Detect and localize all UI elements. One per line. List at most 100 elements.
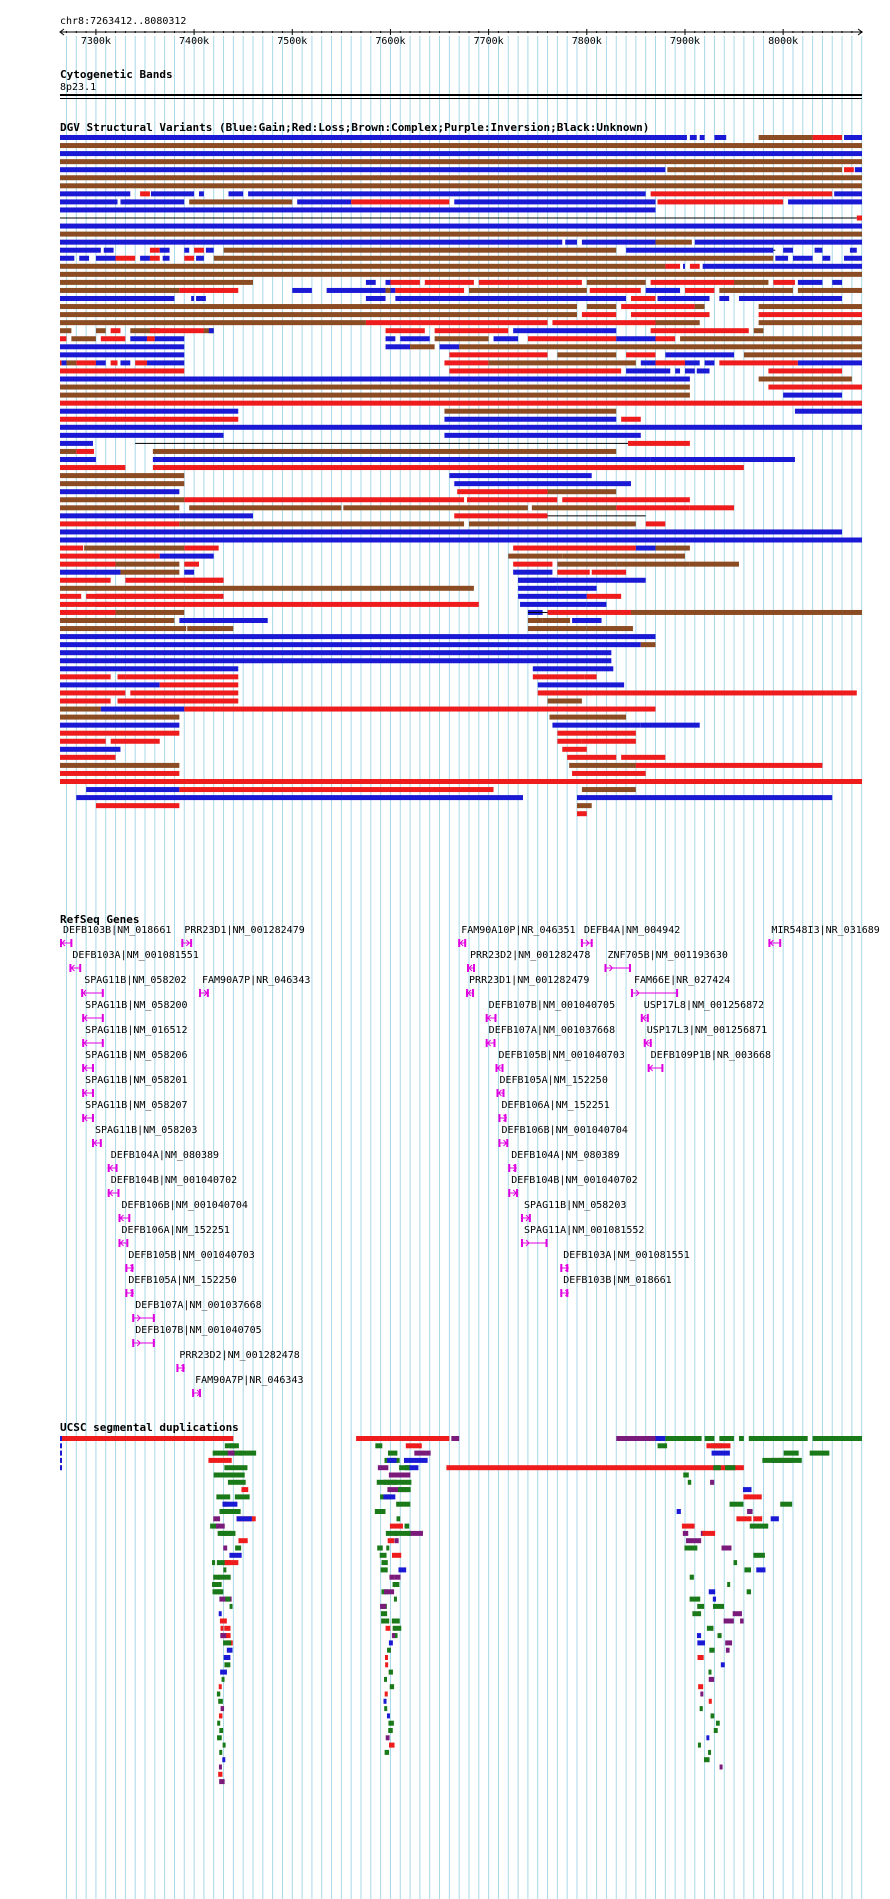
dgv-variant-unknown[interactable]	[527, 611, 548, 613]
dgv-variant-gain[interactable]	[125, 199, 185, 205]
gene-exon[interactable]	[101, 1014, 104, 1022]
gene-exon[interactable]	[82, 1014, 85, 1022]
segdup-feature[interactable]	[387, 1647, 391, 1653]
dgv-variant-loss[interactable]	[125, 577, 224, 583]
segdup-feature[interactable]	[404, 1465, 419, 1471]
segdup-feature[interactable]	[385, 1735, 390, 1741]
segdup-feature[interactable]	[394, 1538, 399, 1544]
dgv-variant-loss[interactable]	[179, 787, 494, 793]
segdup-feature[interactable]	[756, 1567, 766, 1573]
gene-exon[interactable]	[521, 1239, 524, 1247]
dgv-variant-loss[interactable]	[657, 199, 784, 205]
gene-exon[interactable]	[181, 939, 184, 947]
dgv-variant-loss[interactable]	[467, 497, 558, 503]
dgv-variant-gain[interactable]	[844, 135, 862, 140]
dgv-variant-gain[interactable]	[60, 666, 239, 672]
gene-exon[interactable]	[60, 939, 62, 947]
dgv-variant-complex[interactable]	[189, 505, 283, 511]
dgv-variant-gain[interactable]	[60, 344, 185, 350]
gene-label[interactable]: FAM90A10P|NR_046351	[461, 925, 575, 936]
dgv-variant-gain[interactable]	[159, 553, 214, 559]
segdup-feature[interactable]	[732, 1611, 742, 1617]
dgv-variant-gain[interactable]	[365, 279, 376, 285]
segdup-feature[interactable]	[220, 1625, 224, 1631]
dgv-variant-gain[interactable]	[179, 618, 268, 623]
dgv-variant-loss[interactable]	[812, 135, 843, 140]
dgv-variant-gain[interactable]	[120, 360, 131, 366]
segdup-feature[interactable]	[698, 1684, 704, 1690]
dgv-variant-complex[interactable]	[508, 553, 563, 559]
dgv-variant-gain[interactable]	[719, 296, 730, 301]
segdup-feature[interactable]	[60, 1443, 62, 1449]
dgv-variant-loss[interactable]	[542, 690, 857, 696]
dgv-variant-gain[interactable]	[696, 368, 710, 374]
dgv-variant-complex[interactable]	[586, 626, 633, 632]
segdup-feature[interactable]	[753, 1516, 763, 1522]
segdup-feature[interactable]	[717, 1633, 722, 1639]
segdup-feature[interactable]	[60, 1450, 62, 1456]
dgv-variant-gain[interactable]	[689, 135, 697, 140]
gene-label[interactable]: DEFB104A|NM_080389	[111, 1150, 219, 1161]
gene-label[interactable]: USP17L8|NM_001256872	[644, 1000, 764, 1011]
dgv-variant-gain[interactable]	[400, 336, 430, 342]
dgv-variant-complex[interactable]	[734, 279, 769, 285]
segdup-feature[interactable]	[706, 1735, 710, 1741]
dgv-variant-gain[interactable]	[395, 296, 415, 301]
dgv-variant-loss[interactable]	[655, 360, 685, 366]
dgv-variant-complex[interactable]	[694, 304, 705, 310]
dgv-variant-gain[interactable]	[95, 489, 180, 495]
segdup-feature[interactable]	[223, 1545, 228, 1551]
dgv-variant-gain[interactable]	[365, 296, 386, 301]
dgv-variant-loss[interactable]	[454, 513, 548, 519]
dgv-variant-loss[interactable]	[773, 279, 795, 285]
dgv-variant-complex[interactable]	[576, 553, 685, 559]
dgv-variant-loss[interactable]	[390, 279, 420, 285]
dgv-variant-gain[interactable]	[60, 135, 687, 140]
segdup-feature[interactable]	[219, 1779, 225, 1785]
gene-exon[interactable]	[101, 989, 104, 997]
dgv-variant-complex[interactable]	[60, 384, 690, 390]
dgv-variant-complex[interactable]	[203, 328, 214, 334]
dgv-variant-loss[interactable]	[110, 328, 121, 334]
gene-label[interactable]: DEFB103A|NM_001081551	[563, 1250, 689, 1261]
dgv-variant-complex[interactable]	[179, 521, 465, 527]
dgv-variant-loss[interactable]	[60, 577, 111, 583]
dgv-variant-gain[interactable]	[196, 296, 206, 301]
gene-exon[interactable]	[498, 1139, 501, 1147]
segdup-feature[interactable]	[219, 1749, 223, 1755]
dgv-variant-loss[interactable]	[768, 368, 843, 374]
dgv-variant-loss[interactable]	[60, 779, 862, 784]
dgv-variant-unknown[interactable]	[135, 442, 629, 444]
dgv-variant-gain[interactable]	[834, 191, 862, 197]
gene-exon[interactable]	[514, 1164, 517, 1172]
dgv-variant-gain[interactable]	[513, 328, 602, 334]
dgv-variant-loss[interactable]	[758, 312, 862, 318]
segdup-feature[interactable]	[446, 1465, 744, 1471]
dgv-variant-gain[interactable]	[103, 247, 114, 253]
dgv-variant-complex[interactable]	[115, 561, 180, 567]
gene-label[interactable]: PRR23D2|NM_001282478	[179, 1350, 299, 1361]
dgv-variant-loss[interactable]	[557, 730, 636, 736]
gene-exon[interactable]	[70, 939, 73, 947]
dgv-variant-gain[interactable]	[60, 650, 612, 656]
segdup-feature[interactable]	[696, 1633, 702, 1639]
dgv-variant-complex[interactable]	[488, 360, 636, 366]
segdup-feature[interactable]	[387, 1450, 398, 1456]
dgv-variant-gain[interactable]	[60, 489, 96, 495]
segdup-feature[interactable]	[220, 1706, 225, 1712]
dgv-variant-complex[interactable]	[586, 279, 646, 285]
segdup-feature[interactable]	[404, 1523, 410, 1529]
dgv-variant-loss[interactable]	[110, 360, 118, 366]
dgv-variant-gain[interactable]	[675, 368, 681, 374]
segdup-feature[interactable]	[379, 1552, 387, 1558]
segdup-feature[interactable]	[60, 1436, 62, 1441]
segdup-feature[interactable]	[377, 1465, 389, 1471]
dgv-variant-loss[interactable]	[856, 215, 862, 221]
segdup-feature[interactable]	[725, 1647, 730, 1653]
dgv-variant-gain[interactable]	[832, 279, 843, 285]
segdup-feature[interactable]	[403, 1457, 428, 1463]
gene-exon[interactable]	[176, 1364, 179, 1372]
dgv-variant-complex[interactable]	[758, 376, 852, 382]
gene-exon[interactable]	[107, 1164, 110, 1172]
gene-exon[interactable]	[82, 1089, 85, 1097]
